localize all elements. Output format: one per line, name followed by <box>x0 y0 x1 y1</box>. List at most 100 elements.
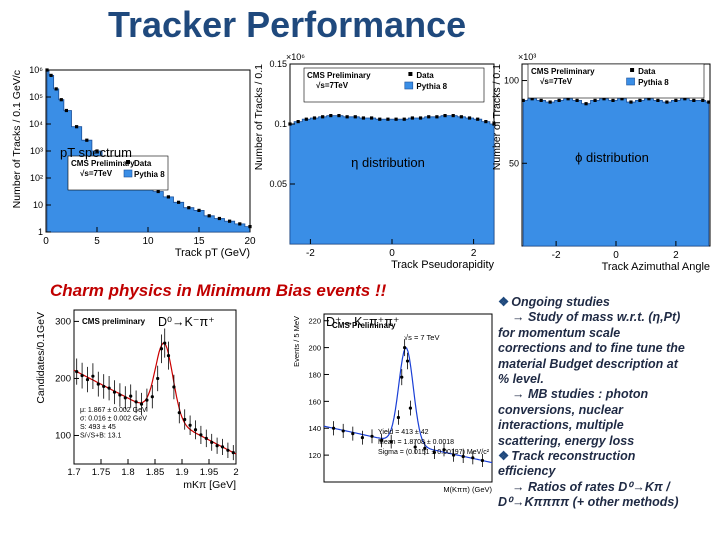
legend-header: CMS Preliminary <box>71 159 135 168</box>
y-tick-label: 10² <box>30 173 43 183</box>
data-point <box>129 394 133 398</box>
data-point <box>452 453 456 457</box>
data-point <box>337 114 341 118</box>
data-point <box>674 98 678 102</box>
y-tick-label: 10⁴ <box>29 119 43 129</box>
note-text: interactions, multiple <box>498 418 624 433</box>
plot-frame <box>323 313 493 483</box>
data-point <box>321 115 325 119</box>
y-tick-label: 140 <box>308 424 321 433</box>
y-tick-label: 200 <box>308 344 321 353</box>
legend-mc-label: Pythia 8 <box>638 78 669 87</box>
fit-result-text: Yield = 413 ± 42 <box>378 429 429 436</box>
data-point <box>248 225 252 229</box>
plot-header: CMS Preliminary <box>332 321 396 330</box>
data-point <box>467 116 472 120</box>
data-point <box>432 450 436 455</box>
pt-spectrum-svg: 0 5 10 15 20 1 10 10² 10³ 10⁴ 10⁵ 10⁶ Track pT (GeV)… <box>11 65 256 259</box>
data-point <box>361 116 366 120</box>
data-point <box>442 448 446 452</box>
y-tick-label: 160 <box>308 397 321 406</box>
data-point <box>231 450 235 455</box>
data-point <box>54 87 58 91</box>
data-point <box>530 97 534 101</box>
x-tick-label: 5 <box>94 236 100 247</box>
data-point <box>172 385 176 389</box>
x-axis-label: M(Kππ) (GeV) <box>443 485 492 494</box>
mc-histogram-area <box>289 115 495 245</box>
data-point <box>443 114 447 118</box>
slide-title: Tracker Performance <box>108 4 467 45</box>
note-text: efficiency <box>498 464 556 479</box>
legend-box <box>67 155 169 191</box>
pt-spectrum-plot: 0 5 10 15 20 1 10 10² 10³ 10⁴ 10⁵ 10⁶ Track pT (GeV)… <box>8 60 260 268</box>
x-tick-label: 0 <box>389 248 395 259</box>
data-point <box>156 189 160 194</box>
data-point <box>187 206 191 210</box>
notes-panel: ❖ Ongoing studies → Study of mass w.r.t. (… <box>498 295 714 511</box>
plot-header: CMS preliminary <box>82 317 146 326</box>
data-point <box>139 402 144 406</box>
data-point <box>177 411 181 415</box>
data-point <box>647 97 651 101</box>
x-tick-label: 2 <box>233 467 238 478</box>
y-tick-label: 0.15 <box>269 59 287 69</box>
y-tick-label: 180 <box>308 370 321 379</box>
x-axis-label: Track Pseudorapidity <box>391 259 494 271</box>
data-point <box>461 454 465 459</box>
data-point <box>413 445 417 449</box>
x-tick-label: 1.85 <box>146 467 165 478</box>
data-point <box>435 115 439 119</box>
data-point <box>166 354 171 358</box>
legend-energy: √s=7TeV <box>316 81 349 90</box>
data-point <box>207 214 211 218</box>
x-tick-label: 2 <box>673 250 679 261</box>
x-tick-label: 10 <box>142 236 154 247</box>
phi-distribution-svg: -2 0 2 50 100 ×10³ Track Azimuthal Angle Number… <box>491 52 711 273</box>
data-point <box>566 97 570 101</box>
data-point <box>85 377 90 382</box>
x-tick-label: 1.75 <box>92 467 111 478</box>
data-point <box>593 98 597 102</box>
note-line: % level. <box>498 372 714 387</box>
data-point <box>150 395 154 399</box>
fit-curve <box>73 342 237 455</box>
data-point <box>345 115 349 119</box>
data-point <box>75 370 79 374</box>
data-point <box>378 117 382 121</box>
note-text: for momentum scale <box>498 325 621 340</box>
y-axis-label: Number of Tracks / 0.1 <box>253 64 265 170</box>
y-tick-label: 120 <box>308 451 321 460</box>
data-point <box>163 341 167 345</box>
diamond-bullet-icon: ❖ <box>498 449 510 464</box>
data-point <box>159 347 164 351</box>
note-line: ❖ Ongoing studies <box>498 295 714 310</box>
legend-header: CMS Preliminary <box>307 71 371 80</box>
data-point <box>423 446 427 450</box>
fit-result-text: Mean = 1.8708 ± 0.0018 <box>378 439 454 446</box>
data-point <box>183 417 187 422</box>
note-line: → Study of mass w.r.t. (η,Pt) <box>498 310 714 325</box>
note-line: scattering, energy loss <box>498 434 714 449</box>
data-point <box>480 458 484 463</box>
data-point <box>370 434 374 438</box>
data-point <box>683 97 687 101</box>
plot-subheader: √s = 7 TeV <box>404 333 439 342</box>
decay-label: D⁺→K⁻π⁺π⁺ <box>326 315 400 329</box>
x-tick-label: 1.9 <box>175 467 188 478</box>
data-point <box>418 116 423 120</box>
x-tick-label: 20 <box>244 236 256 247</box>
data-point <box>471 456 475 460</box>
data-point <box>386 117 390 121</box>
data-point <box>59 98 63 102</box>
dplus-mass-svg: 120 140 160 180 200 220 M(Kππ) (GeV) Events / 5… <box>292 313 493 494</box>
legend-mc-label: Pythia 8 <box>134 170 165 179</box>
note-line: → MB studies : photon <box>498 387 714 402</box>
data-point <box>193 428 198 432</box>
data-point <box>351 432 355 436</box>
data-point <box>238 222 242 226</box>
data-point <box>484 120 488 124</box>
data-point <box>665 100 669 104</box>
note-text: → Ratios of rates D⁰→Kπ / <box>512 479 670 494</box>
data-point <box>134 400 138 404</box>
